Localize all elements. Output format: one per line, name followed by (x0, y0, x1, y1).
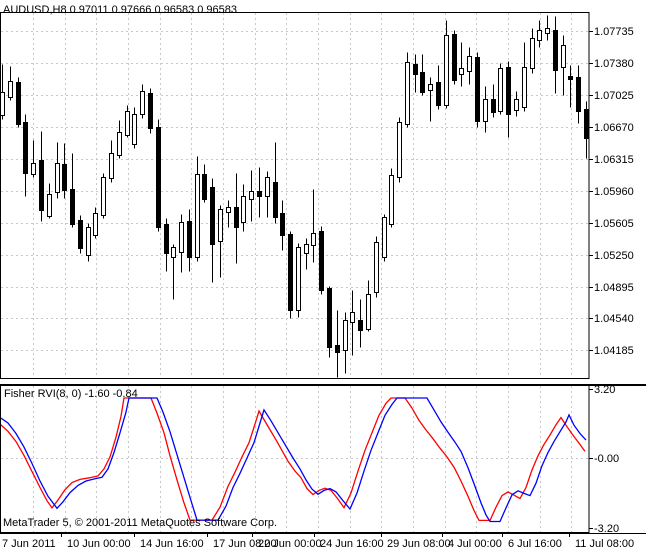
time-tick-label: 17 Jun 08:00 (213, 538, 277, 550)
indicator-line-signal (0, 397, 587, 523)
time-tick-label: 14 Jun 16:00 (140, 538, 204, 550)
price-tick-label: 1.07025 (594, 90, 634, 102)
copyright-text: MetaTrader 5, © 2001-2011 MetaQuotes Sof… (3, 517, 278, 529)
price-tick-label: 1.05605 (594, 218, 634, 230)
indicator-tick-label: -0.00 (594, 453, 620, 465)
price-tick-label: 1.07380 (594, 58, 634, 70)
time-tick-label: 22 Jun 00:00 (258, 538, 322, 550)
price-tick-label: 1.05960 (594, 186, 634, 198)
time-tick-label: 29 Jun 08:00 (387, 538, 451, 550)
price-tick-label: 1.06315 (594, 154, 634, 166)
price-tick-label: 1.07735 (594, 26, 634, 38)
time-tick-label: 10 Jun 00:00 (67, 538, 131, 550)
time-tick-label: 7 Jun 2011 (2, 538, 56, 550)
quote-line: AUDUSD,H8 0.97011 0.97666 0.96583 0.9658… (3, 4, 238, 16)
price-tick-label: 1.05250 (594, 250, 634, 262)
price-tick-label: 1.06670 (594, 122, 634, 134)
time-tick-label: 11 Jul 08:00 (575, 538, 635, 550)
indicator-label: Fisher RVI(8, 0) -1.60 -0.84 (4, 388, 138, 400)
time-tick-label: 24 Jun 16:00 (320, 538, 384, 550)
price-tick-label: 1.04540 (594, 313, 634, 325)
indicator-line-fisher (0, 397, 586, 522)
time-tick-label: 6 Jul 16:00 (508, 538, 562, 550)
indicator-tick-label: -3.20 (594, 523, 620, 535)
price-tick-label: 1.04895 (594, 282, 634, 294)
time-tick-label: 4 Jul 00:00 (448, 538, 502, 550)
price-tick-label: 1.04185 (594, 345, 634, 357)
indicator-tick-label: 3.20 (594, 384, 616, 396)
